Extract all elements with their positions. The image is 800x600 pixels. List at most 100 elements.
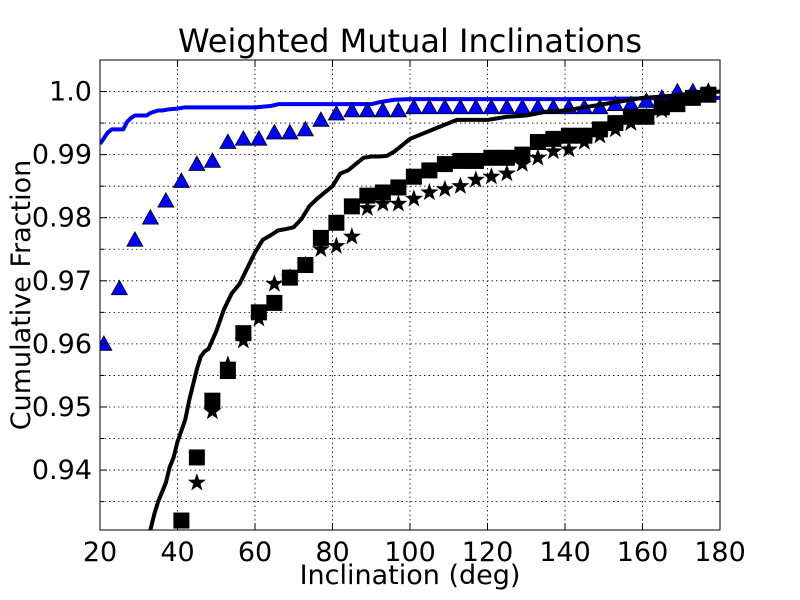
- square-point: [173, 512, 190, 529]
- x-tick-label: 80: [315, 537, 349, 568]
- star-point: [327, 236, 346, 254]
- star-point: [497, 164, 516, 182]
- square-point: [498, 149, 515, 166]
- triangle-point: [157, 191, 175, 208]
- star-point: [699, 82, 718, 100]
- series-layer: [100, 82, 720, 530]
- star-point: [342, 227, 361, 245]
- triangle-point: [110, 279, 129, 296]
- triangle-point: [405, 98, 423, 115]
- star-point: [683, 88, 702, 106]
- square-point: [467, 152, 484, 169]
- star-point: [621, 113, 640, 131]
- y-axis-label: Cumulative Fraction: [6, 160, 37, 430]
- star-point: [575, 132, 594, 150]
- y-tick-label: 0.99: [32, 140, 92, 171]
- triangle-point: [358, 101, 377, 118]
- x-tick-label: 40: [160, 537, 194, 568]
- triangle-point: [420, 98, 439, 115]
- triangle-point: [203, 152, 222, 168]
- square-point: [204, 392, 221, 409]
- triangle-point: [327, 104, 346, 121]
- star-point: [606, 119, 625, 138]
- star-point: [404, 189, 423, 207]
- x-axis-label: Inclination (deg): [300, 560, 521, 591]
- triangle-point: [219, 133, 237, 149]
- triangle-point: [436, 98, 454, 115]
- series-black-line: [148, 89, 720, 530]
- triangle-point: [234, 130, 253, 146]
- series-blue-line: [100, 95, 720, 146]
- triangle-point: [141, 208, 160, 225]
- square-point: [421, 162, 438, 179]
- triangle-point: [126, 230, 144, 247]
- triangle-point: [100, 335, 113, 351]
- triangle-point: [389, 101, 408, 118]
- y-tick-label: 0.94: [32, 455, 92, 486]
- square-point: [328, 214, 345, 231]
- y-tick-label: 1.0: [49, 77, 92, 108]
- blue-line-path: [100, 95, 720, 146]
- y-tick-label: 0.98: [32, 203, 92, 234]
- star-point: [668, 91, 687, 109]
- chart-title: Weighted Mutual Inclinations: [178, 22, 642, 60]
- star-point: [249, 309, 268, 327]
- triangle-point: [296, 120, 315, 137]
- star-point: [637, 107, 656, 125]
- square-point: [560, 127, 577, 144]
- star-point: [311, 239, 330, 257]
- square-point: [405, 168, 422, 185]
- star-point: [528, 148, 547, 166]
- square-point: [312, 229, 329, 246]
- triangle-point: [467, 98, 485, 115]
- star-point: [296, 255, 315, 273]
- square-point: [483, 149, 500, 166]
- square-point: [359, 187, 376, 204]
- triangle-point: [451, 98, 470, 115]
- star-point: [218, 355, 237, 373]
- square-point: [266, 294, 283, 311]
- star-point: [451, 176, 470, 194]
- star-point: [466, 170, 485, 188]
- x-tick-label: 160: [617, 537, 669, 568]
- triangle-point: [172, 172, 191, 188]
- y-tick-label: 0.95: [32, 392, 92, 423]
- square-point: [188, 449, 205, 466]
- square-point: [343, 198, 360, 215]
- triangle-point: [498, 98, 516, 115]
- square-point: [436, 156, 453, 173]
- triangle-point: [188, 155, 206, 171]
- tick-labels: 20 40 60 80 100 120 140 160 180 0.94 0.95 0.96 0.97 0…: [32, 77, 746, 568]
- star-point: [435, 179, 454, 198]
- star-point: [652, 100, 671, 119]
- star-point: [420, 182, 439, 201]
- star-point: [187, 473, 206, 491]
- black-line-path: [148, 89, 720, 530]
- star-point: [590, 126, 609, 144]
- triangle-point: [265, 123, 284, 140]
- star-point: [482, 167, 501, 185]
- square-point: [390, 179, 407, 196]
- y-tick-label: 0.97: [32, 266, 92, 297]
- square-point: [374, 184, 391, 201]
- series-black-stars: [187, 82, 718, 491]
- square-point: [452, 152, 469, 169]
- star-point: [234, 331, 253, 349]
- triangle-point: [281, 123, 299, 140]
- star-point: [358, 198, 377, 216]
- star-point: [513, 154, 532, 172]
- x-tick-label: 20: [83, 537, 117, 568]
- star-point: [280, 268, 299, 286]
- star-point: [544, 141, 563, 160]
- star-point: [373, 194, 392, 212]
- triangle-point: [312, 111, 330, 127]
- triangle-point: [343, 101, 361, 118]
- star-point: [389, 194, 408, 212]
- square-point: [219, 363, 236, 380]
- x-tick-label: 140: [539, 537, 591, 568]
- ticks: [99, 60, 721, 530]
- star-point: [203, 401, 222, 420]
- triangle-point: [513, 98, 532, 115]
- triangle-point: [482, 98, 501, 115]
